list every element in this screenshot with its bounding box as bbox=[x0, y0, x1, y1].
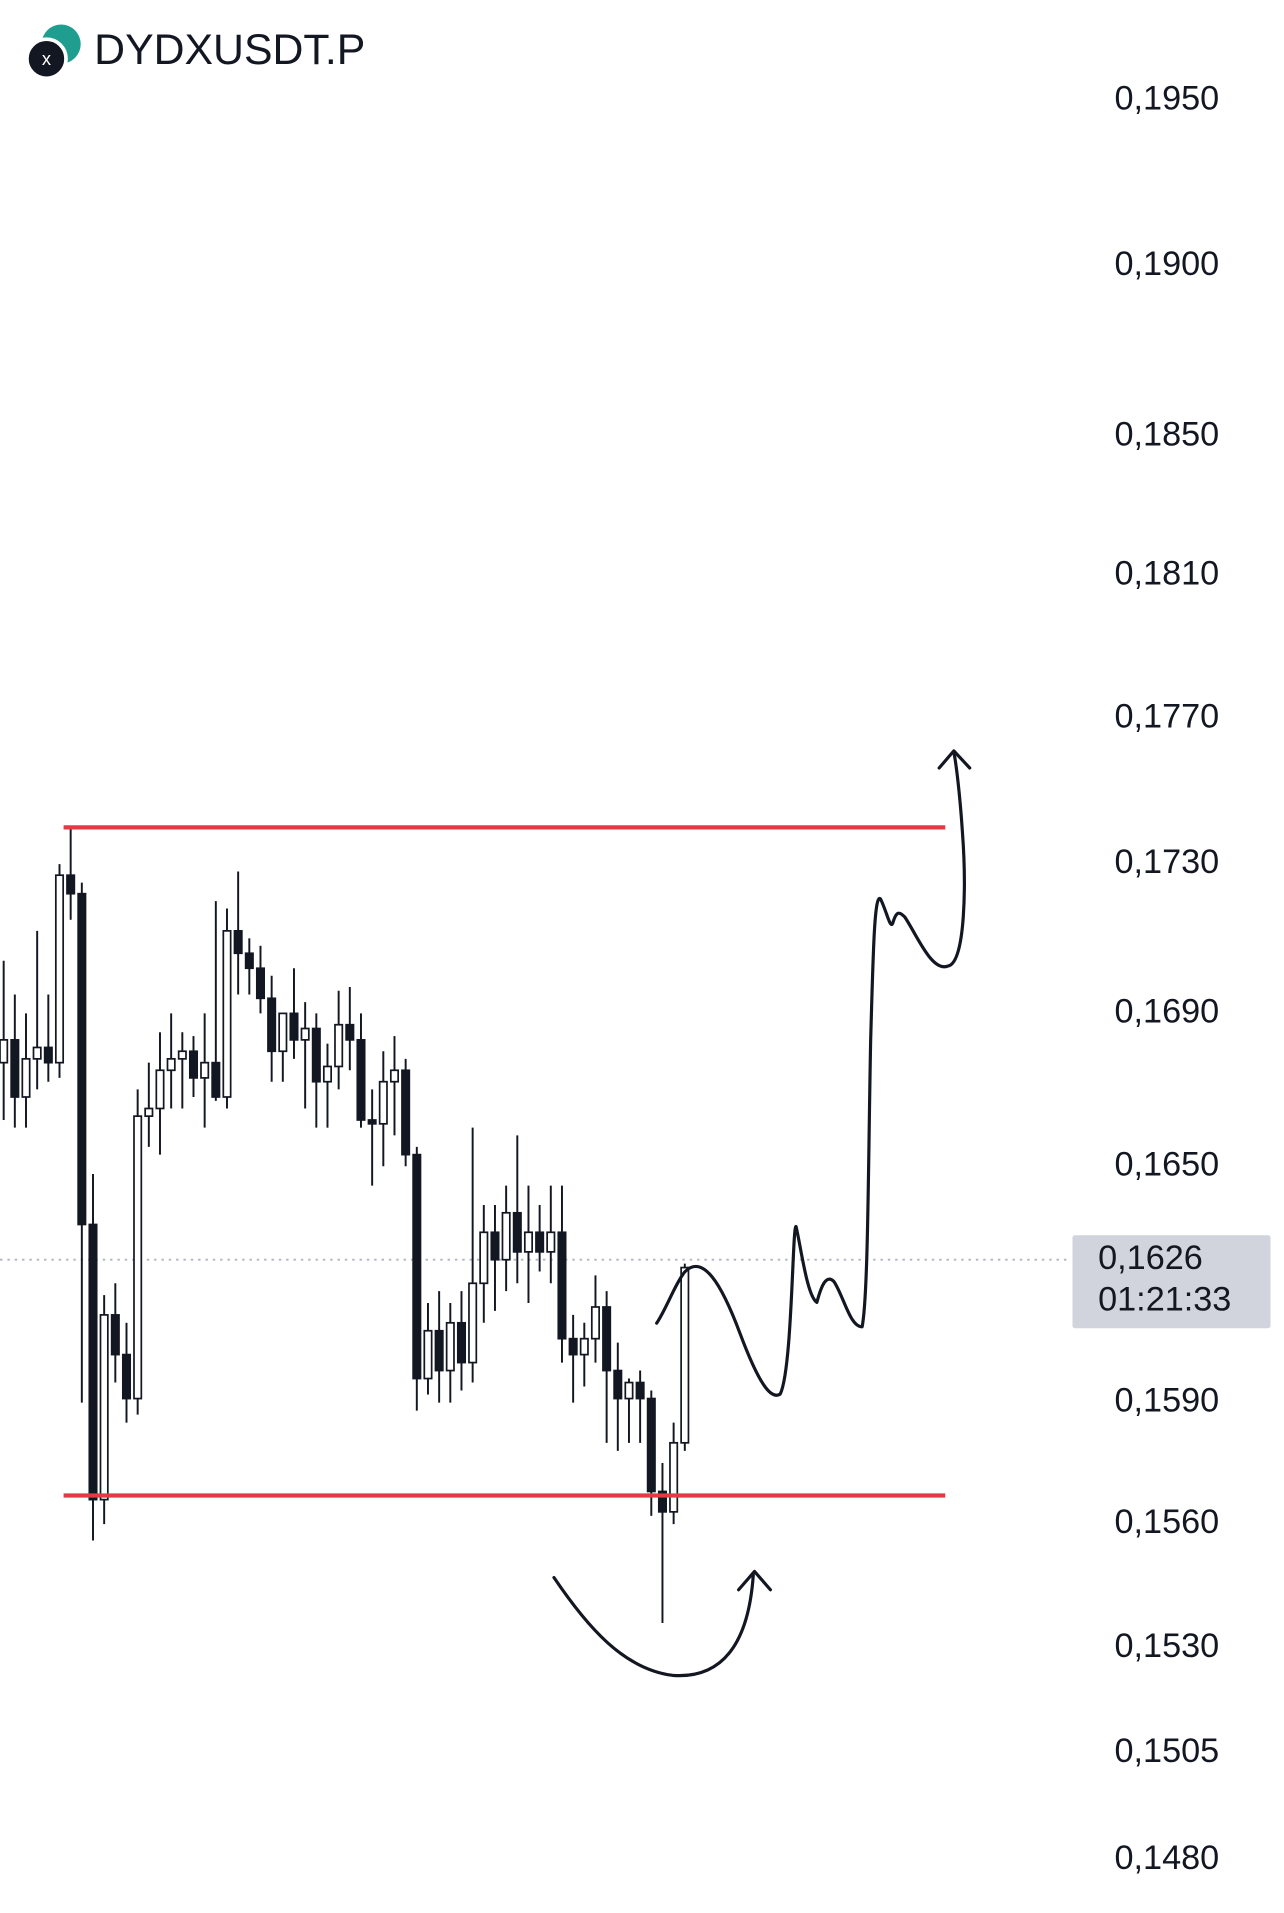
hand-drawn-forecast bbox=[552, 749, 972, 1678]
candle-body bbox=[334, 1023, 344, 1068]
candle-body bbox=[423, 1329, 433, 1380]
candle-body bbox=[356, 1039, 366, 1121]
candle-body bbox=[568, 1337, 578, 1356]
candle-body bbox=[267, 997, 277, 1053]
y-tick-label: 0,1950 bbox=[1115, 79, 1220, 117]
candle-body bbox=[579, 1337, 589, 1356]
candle-body bbox=[501, 1211, 511, 1261]
candle-body bbox=[657, 1490, 667, 1513]
candle-body bbox=[546, 1231, 556, 1253]
candle-body bbox=[613, 1369, 623, 1400]
y-tick-label: 0,1590 bbox=[1115, 1382, 1220, 1420]
candle-body bbox=[77, 892, 87, 1226]
candle-body bbox=[54, 874, 65, 1064]
candle-body bbox=[233, 930, 243, 955]
candle-body bbox=[680, 1266, 690, 1444]
y-tick-label: 0,1690 bbox=[1115, 992, 1220, 1030]
candle-body bbox=[121, 1353, 132, 1400]
candle-body bbox=[535, 1231, 545, 1253]
y-tick-label: 0,1850 bbox=[1115, 415, 1220, 453]
candle-body bbox=[468, 1282, 478, 1364]
y-tick-label: 0,1650 bbox=[1115, 1145, 1220, 1183]
candle-body bbox=[21, 1057, 31, 1098]
candle-body bbox=[445, 1321, 455, 1372]
y-tick-label: 0,1900 bbox=[1115, 245, 1220, 283]
candle-body bbox=[646, 1397, 656, 1493]
y-tick-label: 0,1770 bbox=[1115, 697, 1220, 735]
y-tick-label: 0,1810 bbox=[1115, 555, 1220, 593]
candle-body bbox=[378, 1080, 388, 1125]
candle-body bbox=[322, 1065, 333, 1083]
candle-body bbox=[289, 1012, 299, 1041]
candle-body bbox=[222, 930, 232, 1098]
candle-body bbox=[669, 1441, 679, 1513]
candle-body bbox=[211, 1061, 221, 1098]
candle-body bbox=[278, 1012, 288, 1053]
candle-body bbox=[166, 1057, 176, 1072]
candle-body bbox=[43, 1046, 53, 1064]
candle-body bbox=[88, 1223, 98, 1501]
candle-body bbox=[479, 1231, 489, 1285]
y-tick-label: 0,1730 bbox=[1115, 843, 1220, 881]
svg-text:x: x bbox=[42, 48, 51, 69]
candle-body bbox=[188, 1050, 199, 1079]
candle-body bbox=[300, 1027, 310, 1041]
chart-title: DYDXUSDT.P bbox=[94, 26, 365, 74]
candle-body bbox=[66, 874, 76, 895]
candle-body bbox=[177, 1050, 187, 1060]
candle-body bbox=[10, 1039, 20, 1098]
candle-body bbox=[345, 1023, 355, 1041]
candle-body bbox=[523, 1231, 533, 1253]
candle-body bbox=[512, 1211, 522, 1253]
candle-body bbox=[311, 1027, 321, 1083]
plot-area: 0,1950 0,1900 0,1850 0,1810 0,1770 0,1730 0,16… bbox=[0, 79, 1271, 1877]
candle-body bbox=[200, 1061, 210, 1079]
candle-body bbox=[144, 1107, 154, 1118]
y-tick-label: 0,1560 bbox=[1115, 1503, 1220, 1541]
candle-body bbox=[99, 1314, 109, 1501]
candle-body bbox=[590, 1306, 600, 1340]
countdown-label: 01:21:33 bbox=[1098, 1280, 1231, 1318]
candle-body bbox=[434, 1329, 444, 1372]
candle-body bbox=[32, 1046, 42, 1060]
y-tick-label: 0,1530 bbox=[1115, 1627, 1220, 1665]
symbol-logo: x bbox=[25, 24, 81, 81]
candle-body bbox=[490, 1231, 500, 1261]
candle-body bbox=[624, 1381, 634, 1400]
candle-body bbox=[602, 1306, 612, 1372]
last-price-label: 0,1626 bbox=[1098, 1239, 1203, 1277]
candle-body bbox=[401, 1069, 411, 1156]
candle-body bbox=[367, 1119, 377, 1125]
candle-body bbox=[557, 1231, 567, 1340]
candle-body bbox=[155, 1069, 165, 1110]
candle-body bbox=[635, 1381, 645, 1400]
candle-body bbox=[389, 1069, 400, 1083]
candle-body bbox=[255, 967, 266, 1000]
candle-body bbox=[0, 1039, 9, 1064]
y-tick-label: 0,1505 bbox=[1115, 1732, 1220, 1770]
candle-body bbox=[110, 1314, 120, 1356]
last-price-box bbox=[1072, 1235, 1271, 1329]
candle-body bbox=[133, 1115, 143, 1400]
y-tick-label: 0,1480 bbox=[1115, 1839, 1220, 1877]
candle-body bbox=[412, 1153, 422, 1380]
candle-body bbox=[456, 1321, 467, 1364]
candle-body bbox=[244, 952, 254, 970]
